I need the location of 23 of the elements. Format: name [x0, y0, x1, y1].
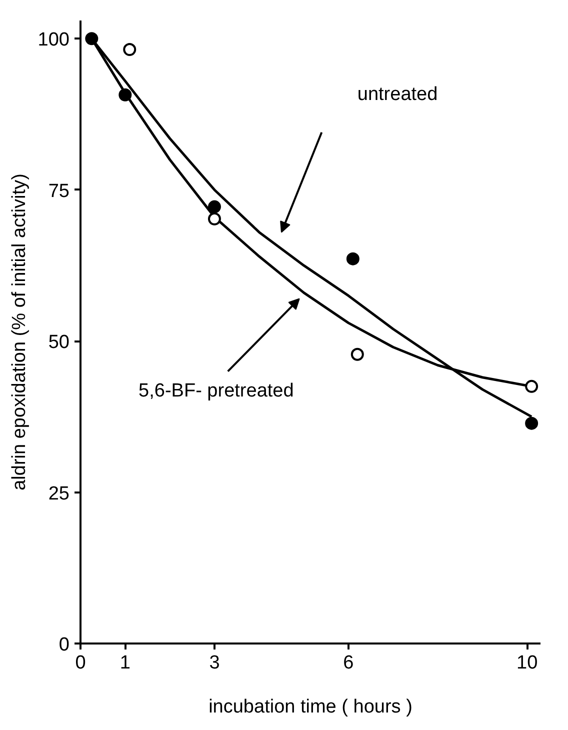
x-axis-title: incubation time ( hours ) — [208, 696, 412, 718]
point — [346, 252, 360, 266]
point — [123, 43, 136, 56]
x-tick-label: 6 — [343, 652, 354, 674]
y-tick-label: 100 — [38, 30, 70, 51]
point — [118, 88, 132, 102]
point — [525, 416, 538, 430]
point — [208, 212, 221, 226]
point — [350, 348, 364, 361]
annotation: 5,6-BF- pretreated — [138, 380, 294, 402]
y-tick-label: 75 — [48, 180, 70, 202]
y-tick-label: 50 — [48, 332, 70, 354]
point — [208, 200, 221, 214]
y-axis-title: aldrin epoxidation (% of initial activity) — [8, 174, 30, 490]
x-tick-label: 10 — [516, 652, 538, 674]
y-tick-label: 0 — [58, 634, 70, 656]
x-tick-label: 1 — [120, 652, 130, 674]
point — [525, 380, 538, 393]
annotation: untreated — [357, 84, 438, 106]
point — [85, 32, 98, 46]
x-tick-label: 3 — [209, 652, 220, 674]
x-tick-label: 0 — [75, 652, 86, 674]
y-tick-label: 25 — [48, 483, 70, 504]
